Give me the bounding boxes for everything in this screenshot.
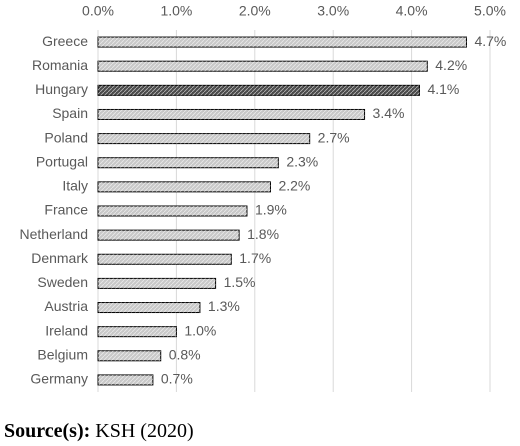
y-tick-label: Germany (30, 371, 88, 387)
value-label: 1.7% (239, 250, 271, 266)
value-label: 3.4% (373, 105, 405, 121)
bar-texture (98, 157, 279, 168)
x-tick-label: 0.0% (82, 3, 114, 19)
source-label: Source(s): (4, 420, 90, 442)
y-tick-label: Italy (62, 178, 88, 194)
bar-texture (98, 181, 271, 192)
y-tick-label: Poland (44, 129, 88, 145)
bar-texture (98, 302, 200, 313)
x-tick-label: 4.0% (396, 3, 428, 19)
value-label: 1.3% (208, 298, 240, 314)
y-tick-label: Ireland (45, 322, 88, 338)
bar-texture (98, 374, 153, 385)
bar-texture (98, 109, 365, 120)
bar-texture (98, 254, 232, 265)
bar-texture (98, 278, 216, 289)
value-label: 0.8% (169, 347, 201, 363)
value-label: 1.8% (247, 226, 279, 242)
value-label: 1.9% (255, 202, 287, 218)
y-tick-label: Hungary (35, 81, 88, 97)
bar-texture (98, 133, 310, 144)
x-tick-label: 1.0% (160, 3, 192, 19)
x-tick-label: 5.0% (474, 3, 506, 19)
bar-texture (98, 206, 247, 216)
bar-texture (98, 85, 420, 96)
y-tick-label: Greece (42, 33, 88, 49)
value-label: 1.0% (184, 322, 216, 338)
bar-texture (98, 230, 240, 241)
y-tick-label: Austria (44, 298, 88, 314)
y-tick-label: Spain (52, 105, 88, 121)
x-tick-label: 3.0% (317, 3, 349, 19)
value-label: 2.3% (286, 153, 318, 169)
value-label: 2.2% (278, 178, 310, 194)
bar-texture (98, 350, 161, 361)
value-label: 0.7% (161, 371, 193, 387)
bar-texture (98, 326, 177, 337)
y-tick-label: Portugal (36, 153, 88, 169)
value-label: 4.2% (435, 57, 467, 73)
y-tick-label: Sweden (37, 274, 88, 290)
source-text: KSH (2020) (95, 420, 193, 442)
y-tick-label: Denmark (31, 250, 89, 266)
value-label: 2.7% (318, 129, 350, 145)
bar-texture (98, 37, 467, 48)
y-tick-label: France (44, 202, 88, 218)
source: Source(s): KSH (2020) (4, 420, 194, 442)
y-tick-label: Belgium (37, 347, 88, 363)
bar-texture (98, 61, 428, 72)
y-tick-label: Netherland (20, 226, 89, 242)
value-label: 4.7% (474, 33, 506, 49)
value-label: 4.1% (427, 81, 459, 97)
x-tick-label: 2.0% (239, 3, 271, 19)
y-tick-label: Romania (32, 57, 88, 73)
value-label: 1.5% (224, 274, 256, 290)
